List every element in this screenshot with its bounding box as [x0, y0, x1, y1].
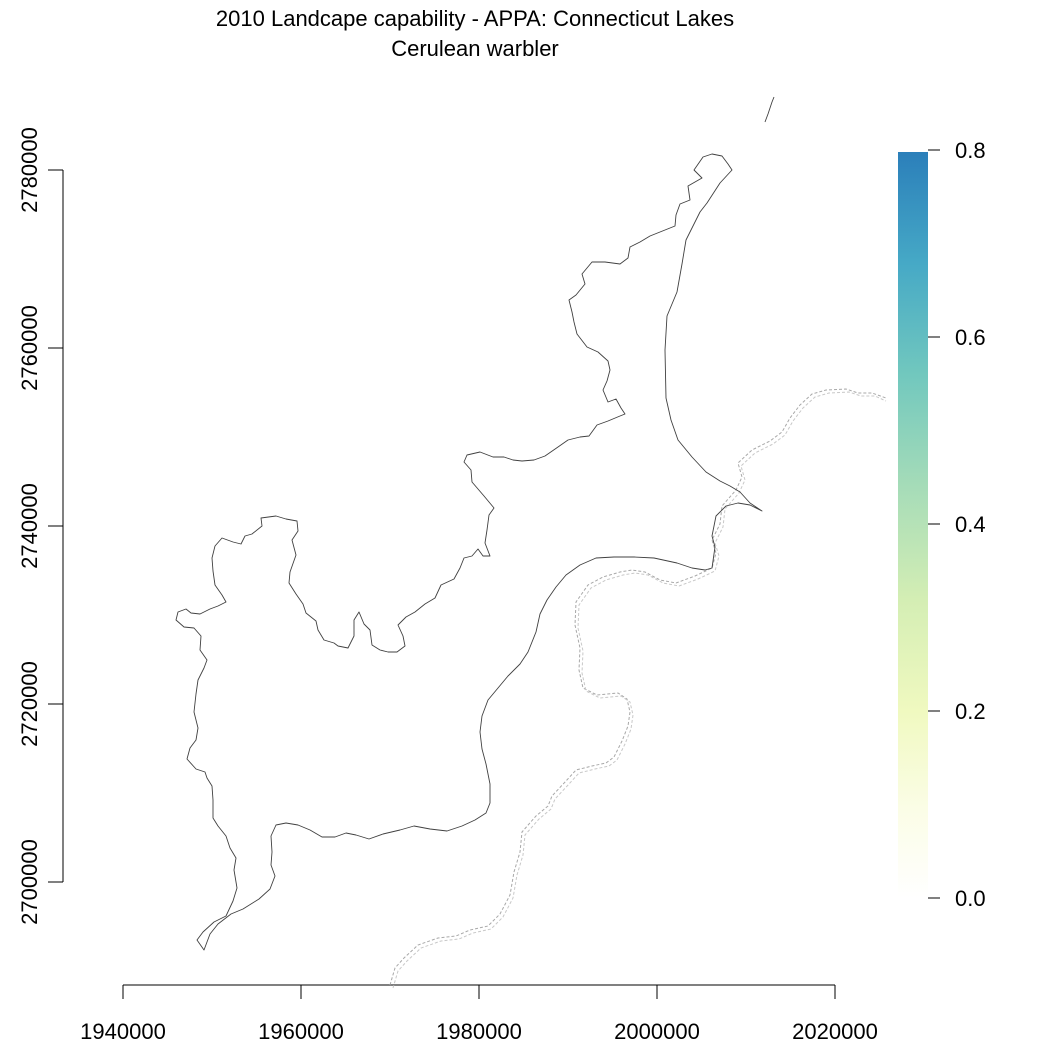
y-tick-label: 2760000 [17, 305, 42, 391]
legend-tick-label: 0.4 [955, 512, 986, 537]
legend-tick-label: 0.0 [955, 886, 986, 911]
legend-tick-label: 0.2 [955, 699, 986, 724]
x-tick-label: 1940000 [80, 1019, 166, 1044]
y-tick-label: 2740000 [17, 483, 42, 569]
legend-color-bar [898, 152, 928, 898]
y-tick-label: 2720000 [17, 661, 42, 747]
map-title: 2010 Landcape capability - APPA: Connect… [216, 6, 734, 31]
legend-tick-label: 0.8 [955, 138, 986, 163]
y-tick-label: 2700000 [17, 839, 42, 925]
x-tick-label: 1960000 [258, 1019, 344, 1044]
map-subtitle: Cerulean warbler [391, 36, 559, 61]
color-legend: 0.0 0.2 0.4 0.6 0.8 [898, 138, 986, 911]
y-tick-label: 2780000 [17, 127, 42, 213]
y-axis: 2700000 2720000 2740000 2760000 2780000 [17, 127, 64, 925]
x-tick-label: 1980000 [436, 1019, 522, 1044]
x-axis: 1940000 1960000 1980000 2000000 2020000 [80, 984, 878, 1044]
legend-tick-label: 0.6 [955, 325, 986, 350]
state-boundary-line [389, 388, 887, 989]
x-tick-label: 2000000 [614, 1019, 700, 1044]
region-boundary [175, 96, 775, 951]
x-tick-label: 2020000 [792, 1019, 878, 1044]
